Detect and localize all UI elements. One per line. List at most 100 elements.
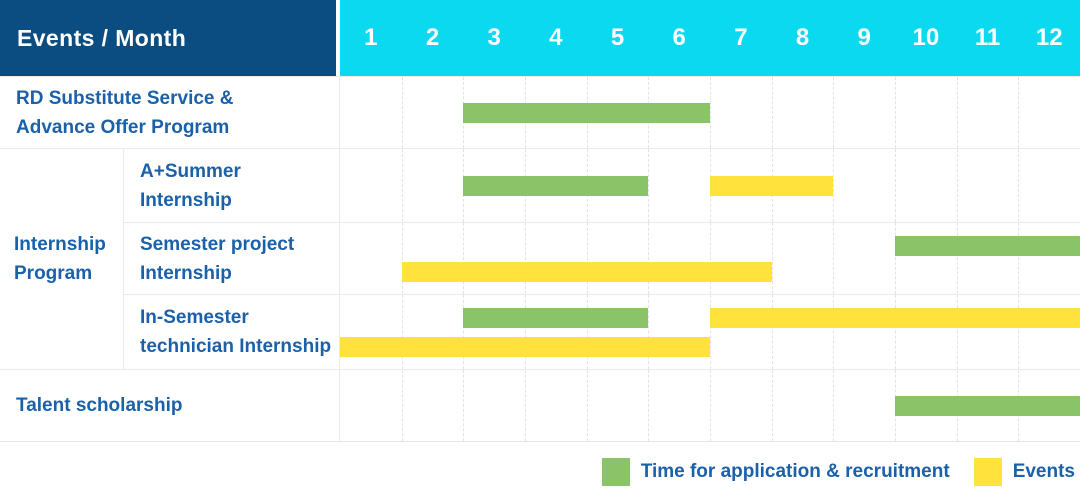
header-row: Events / Month 1 2 3 4 5 6 7 8 9 10 11 12	[0, 0, 1080, 76]
legend: Time for application & recruitment Event…	[601, 456, 1075, 488]
row-label: A+Summer Internship	[124, 149, 340, 222]
month-header-cell: 10	[912, 24, 940, 51]
grid-line	[956, 149, 958, 222]
label-line: Internship	[14, 234, 106, 255]
grid-line	[833, 149, 835, 222]
events-month-header-cell: Events / Month	[0, 0, 340, 76]
label-line: Talent scholarship	[16, 395, 183, 416]
chart-cell	[340, 223, 1080, 294]
page-title: Events / Month	[17, 24, 187, 51]
grid-line	[463, 223, 465, 294]
grid-line	[648, 149, 650, 222]
month-header-cell: 6	[672, 24, 686, 51]
events-legend-swatch	[973, 458, 1002, 486]
row-label: Semester project Internship	[124, 223, 340, 294]
application-bar	[895, 396, 1080, 416]
table-row: Talent scholarship	[0, 369, 1080, 441]
grid-line	[586, 295, 588, 369]
row-label: In-Semester technician Internship	[124, 295, 340, 369]
application-bar	[463, 176, 649, 196]
table-row: Semester project Internship	[124, 222, 1080, 294]
grid-line	[648, 370, 650, 441]
legend-label: Time for application & recruitment	[640, 461, 950, 482]
application-bar	[463, 308, 649, 328]
grid-line	[1018, 223, 1020, 294]
group-label: Internship Program	[0, 149, 124, 369]
month-header: 1 2 3 4 5 6 7 8 9 10 11 12	[340, 0, 1080, 76]
grid-line	[1018, 149, 1020, 222]
events-bar	[401, 262, 772, 282]
month-header-cell: 4	[549, 24, 563, 51]
grid-line	[833, 370, 835, 441]
table-row-group: Internship Program A+Summer Internship Semes…	[0, 148, 1080, 369]
month-header-cell: 2	[425, 24, 440, 51]
month-header-cell: 3	[487, 24, 501, 51]
table-body: RD Substitute Service & Advance Offer Pro…	[0, 76, 1080, 442]
label-line: Semester project	[140, 233, 295, 255]
grid-line	[710, 77, 711, 148]
month-header-cell: 11	[974, 24, 1001, 51]
chart-cell	[340, 77, 1080, 148]
grid-line	[401, 149, 403, 222]
grid-line	[525, 370, 526, 441]
row-label: Talent scholarship	[0, 370, 340, 441]
grid-line	[648, 295, 650, 369]
grid-line	[710, 223, 711, 294]
month-header-cell: 1	[364, 24, 378, 51]
grid-line	[895, 223, 896, 294]
grid-line	[895, 77, 896, 148]
grid-line	[895, 295, 896, 369]
grid-line	[771, 77, 773, 148]
application-bar	[463, 103, 710, 123]
label-line: technician Internship	[140, 336, 332, 357]
grid-line	[833, 295, 835, 369]
month-header-cell: 7	[734, 24, 748, 51]
grid-line	[401, 223, 403, 294]
table-row: In-Semester technician Internship	[124, 294, 1080, 369]
label-line: Advance Offer Program	[16, 116, 230, 138]
label-line: A+Summer	[140, 160, 241, 182]
legend-item-application: Time for application & recruitment	[601, 458, 950, 486]
label-line: In-Semester	[140, 307, 249, 328]
grid-line	[895, 149, 896, 222]
group-rows: A+Summer Internship Semester project Intern…	[124, 149, 1080, 369]
grid-line	[1018, 77, 1020, 148]
grid-line	[525, 295, 526, 369]
label-line: Program	[14, 263, 93, 284]
grid-line	[956, 295, 958, 369]
grid-line	[956, 77, 958, 148]
month-header-cell: 8	[795, 24, 810, 51]
legend-item-events: Events	[973, 458, 1075, 486]
events-bar	[710, 176, 834, 196]
month-header-cell: 12	[1035, 24, 1063, 51]
month-header-cell: 9	[857, 24, 871, 51]
label-line: RD Substitute Service &	[16, 87, 234, 109]
grid-line	[648, 223, 650, 294]
grid-line	[586, 223, 588, 294]
grid-line	[833, 223, 835, 294]
grid-line	[771, 370, 773, 441]
label-line: Internship	[140, 262, 232, 284]
table-row: RD Substitute Service & Advance Offer Pro…	[0, 76, 1080, 148]
grid-line	[401, 370, 403, 441]
chart-cell	[340, 370, 1080, 441]
application-bar	[895, 236, 1080, 256]
grid-line	[956, 223, 958, 294]
grid-line	[833, 77, 835, 148]
table-row: A+Summer Internship	[124, 149, 1080, 222]
label-line: Internship	[140, 189, 232, 211]
grid-line	[710, 295, 711, 369]
grid-line	[525, 223, 526, 294]
events-bar	[710, 308, 1080, 328]
row-label: RD Substitute Service & Advance Offer Pro…	[0, 77, 340, 148]
grid-line	[771, 223, 773, 294]
events-bar	[340, 337, 710, 357]
grid-line	[401, 295, 403, 369]
grid-line	[463, 370, 465, 441]
legend-label: Events	[1012, 461, 1075, 482]
grid-line	[710, 370, 711, 441]
chart-cell	[340, 149, 1080, 222]
grid-line	[463, 295, 465, 369]
grid-line	[1018, 295, 1020, 369]
